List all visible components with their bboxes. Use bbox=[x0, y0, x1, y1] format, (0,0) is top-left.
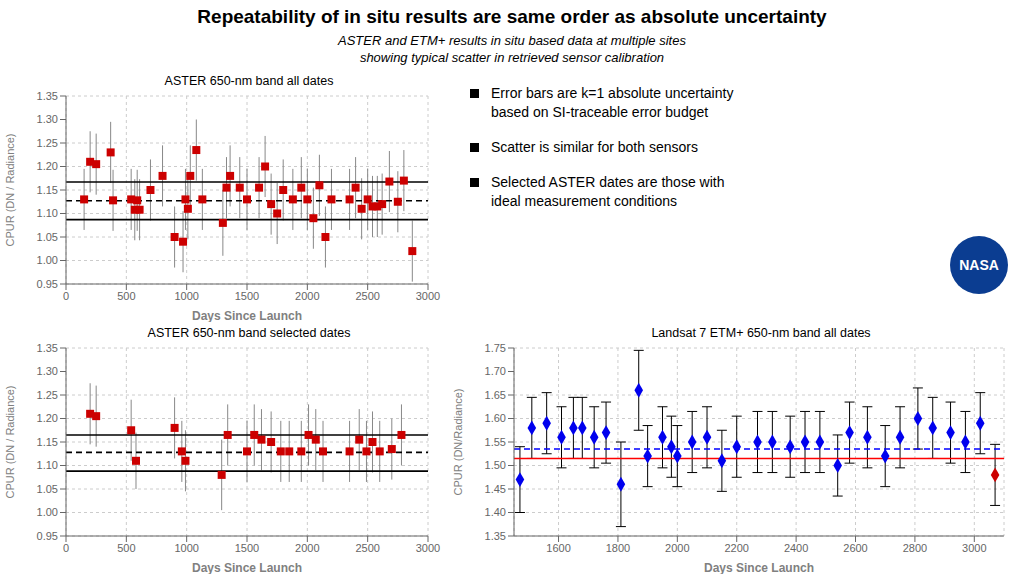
svg-text:2000: 2000 bbox=[295, 542, 319, 554]
svg-text:1.35: 1.35 bbox=[37, 90, 58, 102]
svg-text:2400: 2400 bbox=[784, 542, 808, 554]
svg-text:1.35: 1.35 bbox=[485, 530, 506, 542]
svg-text:1.30: 1.30 bbox=[37, 365, 58, 377]
svg-text:0: 0 bbox=[63, 290, 69, 302]
svg-text:1.00: 1.00 bbox=[37, 506, 58, 518]
svg-text:1000: 1000 bbox=[174, 290, 198, 302]
svg-text:CPUR (DN / Radiance): CPUR (DN / Radiance) bbox=[8, 385, 16, 498]
svg-text:1.50: 1.50 bbox=[485, 459, 506, 471]
svg-text:Days Since Launch: Days Since Launch bbox=[704, 561, 814, 574]
html-text:Selected ASTER dates are those: Selected ASTER dates are those with idea… bbox=[491, 174, 725, 209]
html-text:ASTER 650-nm band all dates: ASTER 650-nm band all dates bbox=[164, 74, 334, 88]
svg-text:2000: 2000 bbox=[665, 542, 689, 554]
svg-text:1.20: 1.20 bbox=[37, 412, 58, 424]
svg-text:2200: 2200 bbox=[724, 542, 748, 554]
html-text:NASA: NASA bbox=[959, 257, 999, 273]
svg-text:1.25: 1.25 bbox=[37, 137, 58, 149]
svg-text:1600: 1600 bbox=[546, 542, 570, 554]
html-text:Repeatability of in situ resul: Repeatability of in situ results are sam… bbox=[197, 6, 827, 27]
svg-text:1.15: 1.15 bbox=[37, 436, 58, 448]
svg-text:1000: 1000 bbox=[174, 542, 198, 554]
svg-text:3000: 3000 bbox=[416, 542, 440, 554]
svg-text:2500: 2500 bbox=[355, 542, 379, 554]
svg-text:1.65: 1.65 bbox=[485, 389, 506, 401]
html-text:Error bars are k=1 absolute un: Error bars are k=1 absolute uncertainty … bbox=[491, 85, 734, 120]
svg-text:1.55: 1.55 bbox=[485, 436, 506, 448]
svg-text:Days Since Launch: Days Since Launch bbox=[192, 561, 302, 574]
html-text:ASTER and ETM+ results in situ: ASTER and ETM+ results in situ based dat… bbox=[338, 33, 686, 65]
svg-text:500: 500 bbox=[117, 542, 135, 554]
svg-text:1.35: 1.35 bbox=[37, 342, 58, 354]
svg-text:2800: 2800 bbox=[903, 542, 927, 554]
svg-text:3000: 3000 bbox=[962, 542, 986, 554]
svg-text:1800: 1800 bbox=[606, 542, 630, 554]
svg-text:CPUR (DN/Radiance): CPUR (DN/Radiance) bbox=[452, 389, 464, 496]
svg-text:1.20: 1.20 bbox=[37, 160, 58, 172]
html-text:Landsat 7 ETM+ 650-nm band all: Landsat 7 ETM+ 650-nm band all dates bbox=[651, 326, 871, 340]
svg-text:1.45: 1.45 bbox=[485, 483, 506, 495]
svg-text:0: 0 bbox=[63, 542, 69, 554]
svg-text:1.05: 1.05 bbox=[37, 231, 58, 243]
svg-text:2600: 2600 bbox=[843, 542, 867, 554]
svg-text:1.10: 1.10 bbox=[37, 207, 58, 219]
svg-text:1.05: 1.05 bbox=[37, 483, 58, 495]
svg-text:1.00: 1.00 bbox=[37, 254, 58, 266]
svg-text:2000: 2000 bbox=[295, 290, 319, 302]
svg-text:Days Since Launch: Days Since Launch bbox=[192, 309, 302, 322]
svg-text:1.75: 1.75 bbox=[485, 342, 506, 354]
svg-text:1.30: 1.30 bbox=[37, 113, 58, 125]
svg-text:1.25: 1.25 bbox=[37, 389, 58, 401]
svg-text:1500: 1500 bbox=[235, 542, 259, 554]
svg-text:0.95: 0.95 bbox=[37, 530, 58, 542]
svg-text:2500: 2500 bbox=[355, 290, 379, 302]
svg-text:1.60: 1.60 bbox=[485, 412, 506, 424]
svg-text:1500: 1500 bbox=[235, 290, 259, 302]
svg-text:1.40: 1.40 bbox=[485, 506, 506, 518]
svg-text:0.95: 0.95 bbox=[37, 278, 58, 290]
svg-text:3000: 3000 bbox=[416, 290, 440, 302]
html-text:ASTER 650-nm band selected dat: ASTER 650-nm band selected dates bbox=[147, 326, 351, 340]
svg-text:1.10: 1.10 bbox=[37, 459, 58, 471]
svg-text:1.15: 1.15 bbox=[37, 184, 58, 196]
html-text:Scatter is similar for both se: Scatter is similar for both sensors bbox=[491, 139, 698, 155]
svg-text:CPUR (DN / Radiance): CPUR (DN / Radiance) bbox=[8, 133, 16, 246]
svg-text:1.70: 1.70 bbox=[485, 365, 506, 377]
svg-text:500: 500 bbox=[117, 290, 135, 302]
